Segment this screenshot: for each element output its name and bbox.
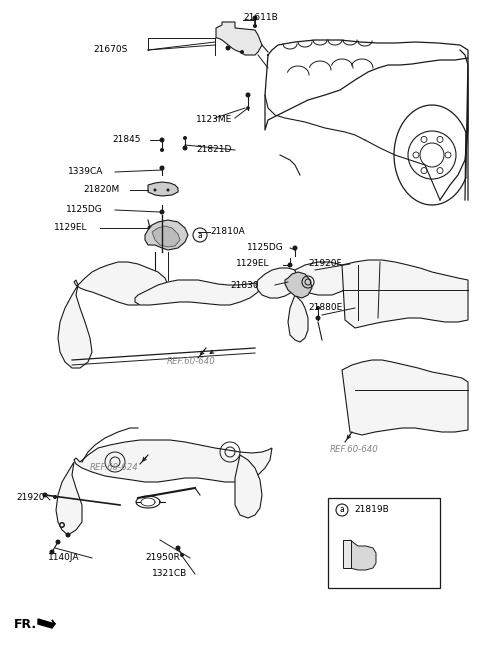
Polygon shape bbox=[148, 182, 178, 196]
Circle shape bbox=[315, 316, 321, 321]
Circle shape bbox=[246, 106, 250, 110]
Text: REF.60-640: REF.60-640 bbox=[167, 357, 216, 366]
Text: REF.60-640: REF.60-640 bbox=[330, 445, 379, 454]
Bar bbox=[343, 540, 351, 568]
Polygon shape bbox=[342, 360, 468, 435]
Text: 21670S: 21670S bbox=[93, 46, 127, 55]
Circle shape bbox=[159, 209, 165, 215]
Circle shape bbox=[288, 263, 292, 267]
Circle shape bbox=[147, 226, 153, 231]
Circle shape bbox=[182, 145, 188, 151]
Circle shape bbox=[292, 246, 298, 250]
Text: a: a bbox=[198, 231, 203, 239]
Polygon shape bbox=[295, 262, 352, 295]
Circle shape bbox=[316, 306, 320, 310]
Polygon shape bbox=[38, 619, 55, 628]
Circle shape bbox=[60, 524, 63, 527]
Text: 1125DG: 1125DG bbox=[247, 243, 284, 252]
Text: 1125DG: 1125DG bbox=[66, 205, 103, 215]
Circle shape bbox=[167, 188, 169, 192]
Circle shape bbox=[160, 148, 164, 152]
Polygon shape bbox=[152, 226, 180, 247]
Circle shape bbox=[65, 533, 71, 537]
Circle shape bbox=[56, 539, 60, 544]
Polygon shape bbox=[74, 440, 272, 482]
Circle shape bbox=[43, 492, 48, 497]
Polygon shape bbox=[346, 540, 376, 570]
Circle shape bbox=[49, 550, 55, 554]
Polygon shape bbox=[216, 22, 262, 55]
Polygon shape bbox=[235, 455, 262, 518]
Circle shape bbox=[159, 166, 165, 171]
Circle shape bbox=[154, 188, 156, 192]
Text: 21810A: 21810A bbox=[210, 228, 245, 237]
Text: 21611B: 21611B bbox=[243, 12, 278, 22]
Text: 21880E: 21880E bbox=[308, 303, 342, 312]
Text: 21821D: 21821D bbox=[196, 145, 231, 155]
Polygon shape bbox=[256, 268, 300, 298]
Polygon shape bbox=[56, 462, 82, 535]
Circle shape bbox=[240, 50, 244, 54]
Polygon shape bbox=[288, 295, 308, 342]
Text: 21920: 21920 bbox=[16, 494, 45, 503]
Circle shape bbox=[183, 136, 187, 140]
Polygon shape bbox=[58, 285, 92, 368]
Circle shape bbox=[159, 138, 165, 143]
Polygon shape bbox=[342, 260, 468, 328]
Circle shape bbox=[226, 46, 230, 50]
Text: 21920F: 21920F bbox=[308, 259, 342, 269]
Circle shape bbox=[252, 16, 257, 20]
Text: 1129EL: 1129EL bbox=[236, 259, 269, 269]
Text: a: a bbox=[340, 505, 344, 514]
Polygon shape bbox=[285, 272, 312, 298]
Text: 21820M: 21820M bbox=[83, 186, 119, 194]
Text: 21830: 21830 bbox=[230, 280, 259, 289]
Circle shape bbox=[59, 522, 65, 528]
Text: 21845: 21845 bbox=[112, 136, 141, 145]
Polygon shape bbox=[135, 280, 260, 305]
Text: 1140JA: 1140JA bbox=[48, 554, 80, 563]
Text: FR.: FR. bbox=[14, 617, 37, 630]
Text: 1129EL: 1129EL bbox=[54, 224, 87, 233]
Circle shape bbox=[253, 24, 257, 28]
Circle shape bbox=[245, 93, 251, 98]
Circle shape bbox=[180, 553, 184, 557]
Polygon shape bbox=[74, 262, 168, 305]
Text: 21819B: 21819B bbox=[354, 505, 389, 514]
Text: 21950R: 21950R bbox=[145, 552, 180, 561]
Text: 1123ME: 1123ME bbox=[196, 115, 232, 125]
Text: 1321CB: 1321CB bbox=[152, 569, 187, 578]
Polygon shape bbox=[145, 220, 188, 250]
Circle shape bbox=[176, 546, 180, 550]
Text: 1339CA: 1339CA bbox=[68, 168, 103, 177]
Circle shape bbox=[53, 495, 57, 499]
Text: REF.60-624: REF.60-624 bbox=[90, 464, 139, 473]
Bar bbox=[328, 498, 440, 588]
